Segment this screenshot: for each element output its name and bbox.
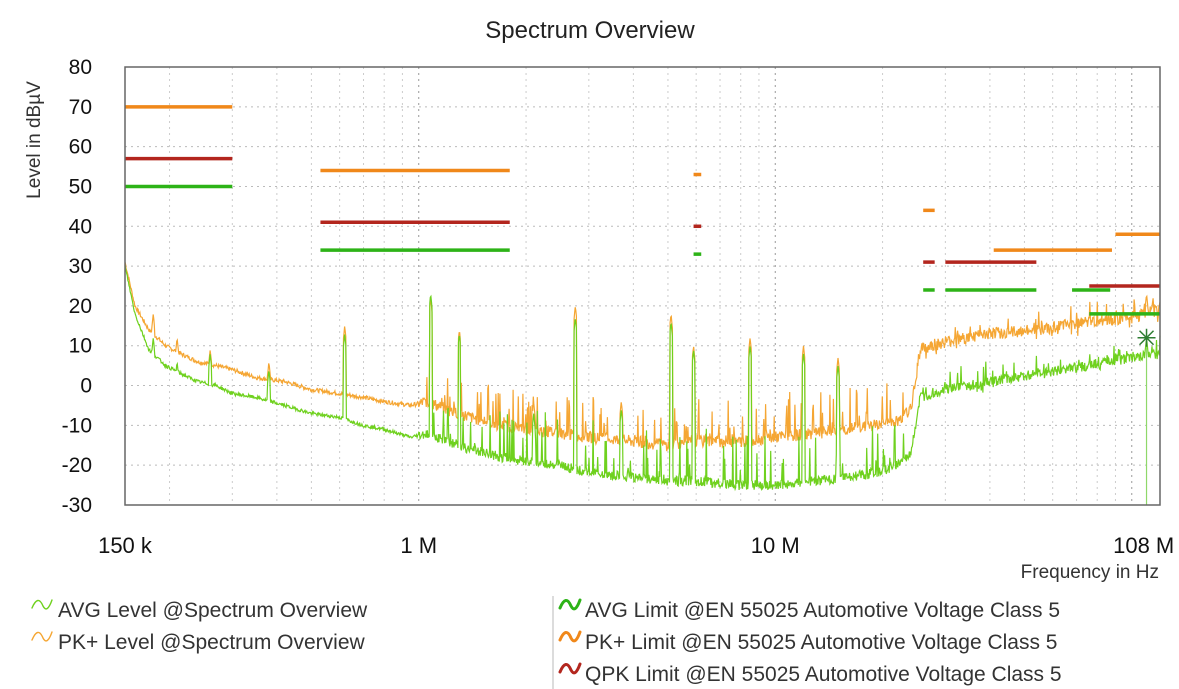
x-tick-label: 1 M [400, 533, 437, 558]
y-tick-label: 40 [69, 215, 92, 238]
legend-label: AVG Level @Spectrum Overview [58, 599, 368, 622]
pk-level-trace [124, 261, 1161, 452]
y-tick-label: 0 [80, 375, 92, 398]
x-tick-labels: 150 k 1 M 10 M 108 M [98, 533, 1174, 558]
x-axis-label: Frequency in Hz [1021, 562, 1159, 583]
x-tick-label: 10 M [751, 533, 800, 558]
y-tick-label: 60 [69, 136, 92, 159]
x-tick-label: 150 k [98, 533, 153, 558]
limit-lines [125, 105, 1160, 316]
legend-label: AVG Limit @EN 55025 Automotive Voltage C… [585, 599, 1060, 622]
chart-title: Spectrum Overview [485, 17, 695, 44]
y-tick-label: 10 [69, 335, 92, 358]
pk-limit-legend-icon [558, 630, 582, 643]
y-tick-label: 20 [69, 295, 92, 318]
marker-group [1137, 328, 1156, 505]
grid-lines [125, 67, 1160, 505]
pk-level-legend-icon [31, 631, 53, 642]
y-tick-label: -10 [62, 414, 92, 437]
plot-frame [124, 66, 1161, 506]
qpk-limit-legend-icon [558, 662, 582, 675]
avg-level-trace [124, 265, 1161, 492]
legend-label: PK+ Level @Spectrum Overview [58, 631, 366, 654]
avg-limit-legend-icon [558, 598, 582, 611]
y-tick-label: 50 [69, 175, 92, 198]
y-tick-label: 30 [69, 255, 92, 278]
y-axis-label: Level in dBµV [24, 81, 45, 199]
legend-label: QPK Limit @EN 55025 Automotive Voltage C… [585, 663, 1062, 686]
y-tick-label: 80 [69, 56, 92, 79]
avg-level-legend-icon [31, 599, 53, 610]
y-tick-label: 70 [69, 96, 92, 119]
series-group [124, 261, 1161, 492]
y-tick-label: -20 [62, 454, 92, 477]
marker-cross-d2 [1138, 330, 1155, 346]
legend: AVG Level @Spectrum Overview PK+ Level @S… [31, 596, 1062, 689]
legend-label: PK+ Limit @EN 55025 Automotive Voltage C… [585, 631, 1058, 654]
y-tick-labels: 80 70 60 50 40 30 20 10 0 -10 -20 -30 [62, 56, 92, 517]
x-tick-label: 108 M [1113, 533, 1174, 558]
y-tick-label: -30 [62, 494, 92, 517]
